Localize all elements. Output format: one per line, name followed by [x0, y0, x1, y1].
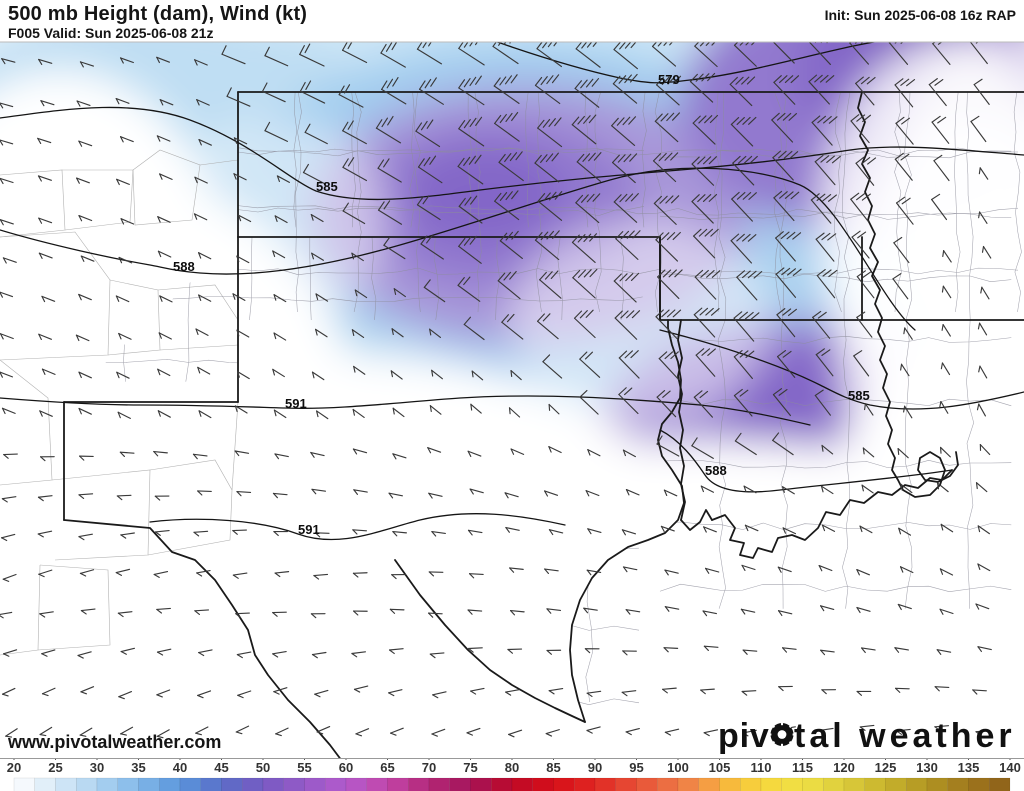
svg-text:65: 65	[380, 760, 394, 775]
svg-text:110: 110	[751, 760, 772, 775]
svg-text:588: 588	[705, 463, 727, 478]
svg-text:585: 585	[316, 179, 338, 194]
svg-text:piv: piv	[718, 717, 770, 755]
svg-text:35: 35	[131, 760, 145, 775]
svg-text:95: 95	[629, 760, 643, 775]
svg-text:579: 579	[658, 72, 680, 87]
svg-text:115: 115	[792, 760, 813, 775]
svg-text:55: 55	[297, 760, 311, 775]
svg-text:588: 588	[173, 259, 195, 274]
svg-text:25: 25	[48, 760, 62, 775]
svg-text:100: 100	[667, 760, 689, 775]
svg-text:30: 30	[90, 760, 104, 775]
svg-text:80: 80	[505, 760, 519, 775]
svg-text:135: 135	[958, 760, 980, 775]
svg-text:120: 120	[833, 760, 855, 775]
svg-text:50: 50	[256, 760, 270, 775]
svg-text:45: 45	[214, 760, 228, 775]
svg-text:40: 40	[173, 760, 187, 775]
svg-text:585: 585	[848, 388, 870, 403]
svg-text:85: 85	[546, 760, 560, 775]
svg-text:60: 60	[339, 760, 353, 775]
svg-text:tal weather: tal weather	[794, 717, 1016, 755]
svg-text:591: 591	[298, 522, 320, 537]
svg-text:125: 125	[875, 760, 897, 775]
svg-text:75: 75	[463, 760, 477, 775]
svg-text:70: 70	[422, 760, 436, 775]
svg-text:90: 90	[588, 760, 602, 775]
svg-text:591: 591	[285, 396, 307, 411]
svg-text:20: 20	[7, 760, 21, 775]
svg-text:105: 105	[709, 760, 731, 775]
svg-text:140: 140	[999, 760, 1021, 775]
svg-text:130: 130	[916, 760, 938, 775]
